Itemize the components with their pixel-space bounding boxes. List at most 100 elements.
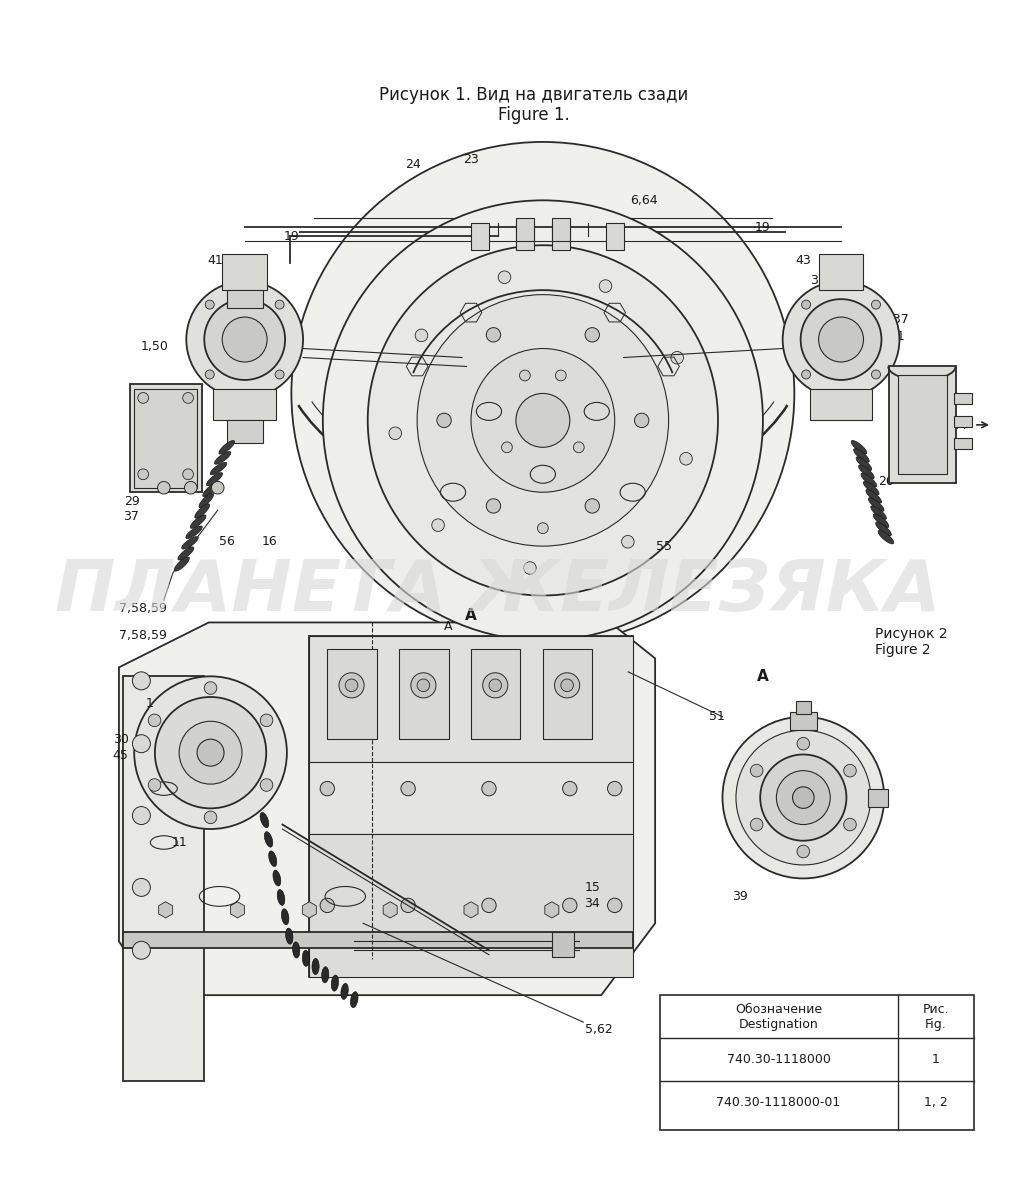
Polygon shape xyxy=(119,623,655,995)
Circle shape xyxy=(621,535,634,548)
Circle shape xyxy=(777,770,830,824)
Circle shape xyxy=(502,442,512,452)
Bar xyxy=(471,223,489,250)
Circle shape xyxy=(599,280,612,293)
Circle shape xyxy=(750,818,763,830)
Ellipse shape xyxy=(286,928,293,944)
Ellipse shape xyxy=(853,449,870,462)
Circle shape xyxy=(132,878,150,896)
Text: A: A xyxy=(466,607,477,623)
Circle shape xyxy=(608,898,622,912)
Circle shape xyxy=(134,677,287,829)
Ellipse shape xyxy=(864,481,879,494)
Bar xyxy=(213,389,276,420)
Circle shape xyxy=(802,370,811,379)
Circle shape xyxy=(523,562,536,575)
Text: 41: 41 xyxy=(207,254,223,268)
Ellipse shape xyxy=(869,498,884,511)
Bar xyxy=(810,389,873,420)
Polygon shape xyxy=(464,901,478,918)
Bar xyxy=(868,788,888,806)
Text: 11: 11 xyxy=(172,836,187,848)
Text: ПЛАНЕТА ЖЕЛЕЗЯКА: ПЛАНЕТА ЖЕЛЕЗЯКА xyxy=(56,557,940,625)
Text: 55: 55 xyxy=(656,540,672,553)
Text: 26: 26 xyxy=(129,458,144,472)
Text: 15: 15 xyxy=(585,881,600,894)
Circle shape xyxy=(411,673,436,698)
Text: 1,51: 1,51 xyxy=(878,330,905,343)
Text: 16: 16 xyxy=(262,535,278,548)
Text: Обозначение: Обозначение xyxy=(735,1003,822,1016)
Circle shape xyxy=(275,300,284,310)
Bar xyxy=(954,394,973,404)
Text: Рисунок 1. Вид на двигатель сзади: Рисунок 1. Вид на двигатель сзади xyxy=(379,86,689,104)
Text: 45: 45 xyxy=(113,749,128,762)
Bar xyxy=(516,223,534,250)
Circle shape xyxy=(585,499,600,514)
Circle shape xyxy=(205,300,214,310)
Ellipse shape xyxy=(195,504,210,518)
Ellipse shape xyxy=(866,490,882,503)
Circle shape xyxy=(132,941,150,959)
Circle shape xyxy=(437,413,451,427)
Bar xyxy=(309,636,632,762)
Circle shape xyxy=(471,348,615,492)
Text: A: A xyxy=(444,620,452,634)
Bar xyxy=(309,762,632,834)
Ellipse shape xyxy=(273,870,281,886)
Bar xyxy=(551,932,575,958)
Ellipse shape xyxy=(214,451,231,464)
Bar xyxy=(542,649,592,739)
Text: Destignation: Destignation xyxy=(738,1019,818,1031)
Circle shape xyxy=(345,679,358,691)
Text: 30: 30 xyxy=(113,733,128,745)
Ellipse shape xyxy=(190,515,206,528)
Circle shape xyxy=(671,352,684,364)
Circle shape xyxy=(516,394,570,448)
Circle shape xyxy=(761,755,846,841)
Circle shape xyxy=(275,370,284,379)
Circle shape xyxy=(537,523,548,534)
Ellipse shape xyxy=(210,462,227,475)
Bar xyxy=(954,416,973,427)
Circle shape xyxy=(368,245,718,595)
Bar xyxy=(606,223,624,250)
Ellipse shape xyxy=(321,967,329,983)
Circle shape xyxy=(563,898,577,912)
Circle shape xyxy=(320,781,334,796)
Bar xyxy=(327,649,377,739)
Ellipse shape xyxy=(260,812,269,828)
Circle shape xyxy=(204,682,217,695)
Circle shape xyxy=(320,898,334,912)
Circle shape xyxy=(339,673,365,698)
Circle shape xyxy=(750,764,763,776)
Circle shape xyxy=(634,413,648,427)
Circle shape xyxy=(482,781,496,796)
Bar xyxy=(796,701,810,714)
Circle shape xyxy=(486,328,501,342)
Circle shape xyxy=(802,300,811,310)
Text: 56: 56 xyxy=(219,535,234,548)
Circle shape xyxy=(489,679,502,691)
Ellipse shape xyxy=(861,473,877,487)
Circle shape xyxy=(186,281,303,398)
Circle shape xyxy=(197,739,224,766)
Text: 19: 19 xyxy=(755,221,771,234)
Ellipse shape xyxy=(277,889,285,905)
Circle shape xyxy=(608,781,622,796)
Ellipse shape xyxy=(874,514,889,528)
Text: 37: 37 xyxy=(123,510,139,523)
Text: 34: 34 xyxy=(585,898,600,910)
Text: 1, 2: 1, 2 xyxy=(924,1097,947,1110)
Circle shape xyxy=(401,898,415,912)
Text: 17: 17 xyxy=(192,313,208,326)
Ellipse shape xyxy=(206,473,222,486)
Ellipse shape xyxy=(856,457,872,470)
Text: Figure 1.: Figure 1. xyxy=(498,106,570,124)
Ellipse shape xyxy=(331,976,338,991)
Circle shape xyxy=(793,787,814,809)
Text: 5,62: 5,62 xyxy=(585,1022,612,1036)
Circle shape xyxy=(486,499,501,514)
Ellipse shape xyxy=(186,526,202,539)
Text: 13: 13 xyxy=(231,292,247,305)
